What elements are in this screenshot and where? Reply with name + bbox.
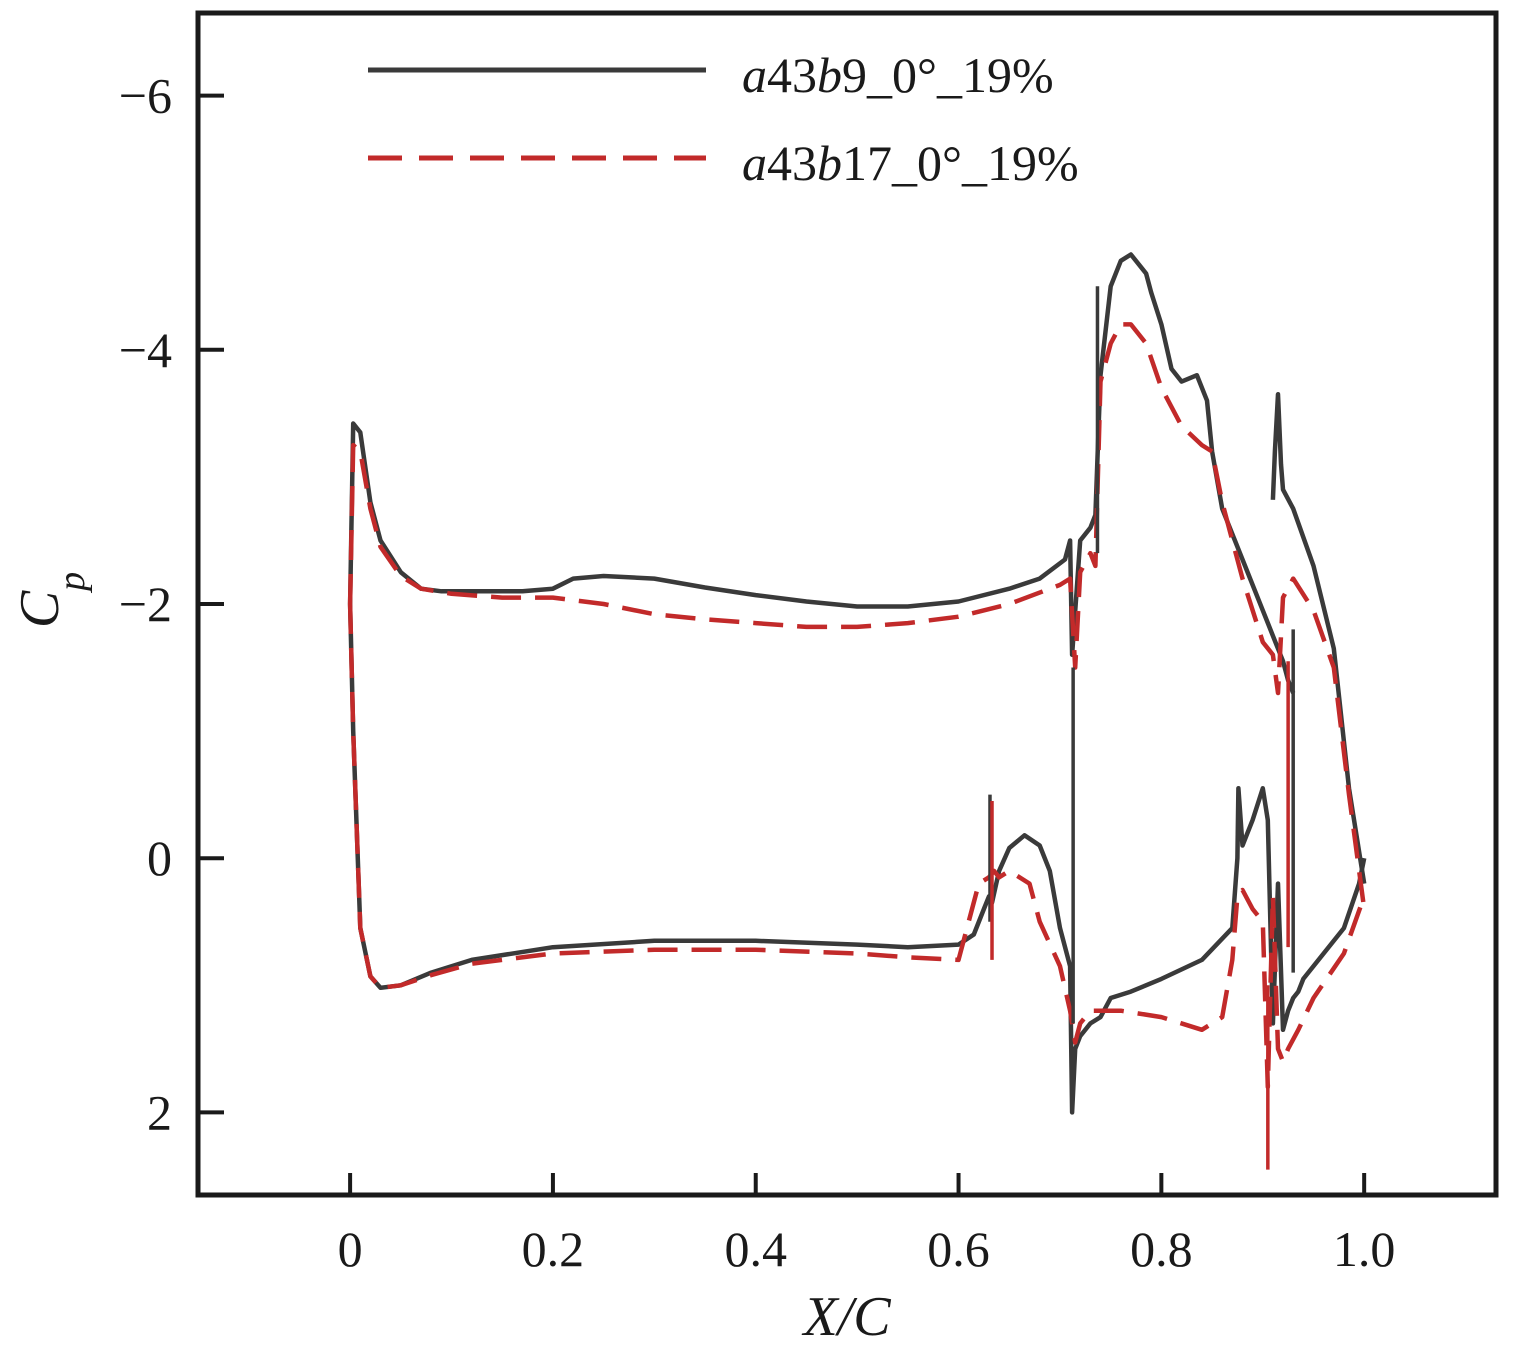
- series-layer: [347, 252, 1367, 1170]
- y-tick-label: 2: [147, 1084, 172, 1140]
- x-tick-label: 1.0: [1333, 1221, 1396, 1277]
- legend: a43b9_0°_19% a43b17_0°_19%: [368, 47, 1079, 191]
- legend-label-series-1: a43b9_0°_19%: [742, 47, 1054, 103]
- series-2-line-segment-1: [347, 322, 1367, 910]
- y-tick-label: −6: [119, 68, 172, 124]
- x-axis-title: X/C: [801, 1286, 891, 1348]
- x-tick-label: 0.2: [522, 1221, 585, 1277]
- y-axis-title: Cp: [9, 572, 93, 628]
- series-1-line-segment-3: [347, 603, 1367, 1115]
- x-tick-label: 0.6: [927, 1221, 990, 1277]
- y-axis-ticks: −6 −4 −2 0 2: [119, 68, 224, 1140]
- x-axis-ticks: 0 0.2 0.4 0.6 0.8 1.0: [338, 1173, 1396, 1277]
- y-tick-label: −4: [119, 322, 172, 378]
- x-tick-label: 0.4: [724, 1221, 787, 1277]
- y-tick-label: −2: [119, 576, 172, 632]
- y-tick-label: 0: [147, 830, 172, 886]
- legend-label-series-2: a43b17_0°_19%: [742, 135, 1079, 191]
- series-1-line-segment-1: [347, 252, 1296, 694]
- x-tick-label: 0: [338, 1221, 363, 1277]
- series-2-line-segment-2: [347, 603, 1367, 1090]
- x-tick-label: 0.8: [1130, 1221, 1193, 1277]
